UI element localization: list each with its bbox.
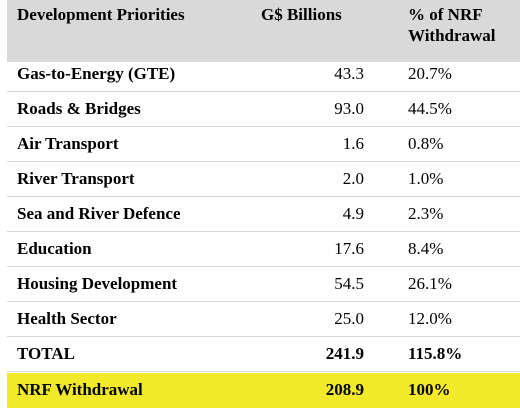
row-pct: 44.5% [408,99,452,118]
row-value: 17.6 [334,239,364,258]
table-header: Development Priorities G$ Billions % of … [7,0,520,62]
priorities-table: Development Priorities G$ Billions % of … [7,0,520,410]
row-label: Roads & Bridges [17,99,141,118]
table-row: Air Transport 1.6 0.8% [7,127,520,162]
nrf-withdrawal-row: NRF Withdrawal 208.9 100% [7,373,520,408]
nrf-withdrawal-label: NRF Withdrawal [17,380,143,399]
row-label: Health Sector [17,309,117,328]
nrf-withdrawal-pct: 100% [408,380,451,399]
row-value: 25.0 [334,309,364,328]
header-development-priorities: Development Priorities [17,5,185,24]
table-row: Housing Development 54.5 26.1% [7,267,520,302]
row-pct: 0.8% [408,134,444,153]
row-pct: 12.0% [408,309,452,328]
table-row: Education 17.6 8.4% [7,232,520,267]
row-pct: 20.7% [408,64,452,83]
row-label: Education [17,239,92,258]
row-label: Housing Development [17,274,178,293]
total-row: TOTAL 241.9 115.8% [7,337,520,372]
total-label: TOTAL [17,344,75,363]
total-value: 241.9 [325,344,364,363]
row-value: 2.0 [342,169,364,188]
row-value: 54.5 [334,274,364,293]
table-row: Health Sector 25.0 12.0% [7,302,520,337]
row-pct: 2.3% [408,204,444,223]
row-label: Air Transport [17,134,119,153]
row-pct: 1.0% [408,169,444,188]
row-label: Sea and River Defence [17,204,181,223]
row-value: 1.6 [342,134,364,153]
row-value: 43.3 [334,64,364,83]
table-row: River Transport 2.0 1.0% [7,162,520,197]
row-pct: 8.4% [408,239,444,258]
row-pct: 26.1% [408,274,452,293]
row-label: Gas-to-Energy (GTE) [17,64,176,83]
row-label: River Transport [17,169,135,188]
total-pct: 115.8% [408,344,463,363]
header-pct-nrf-withdrawal: % of NRF Withdrawal [408,5,496,45]
table-row: Roads & Bridges 93.0 44.5% [7,92,520,127]
nrf-withdrawal-value: 208.9 [325,380,364,399]
header-gs-billions: G$ Billions [261,5,342,24]
table-row: Sea and River Defence 4.9 2.3% [7,197,520,232]
table-row: Gas-to-Energy (GTE) 43.3 20.7% [7,57,520,92]
row-value: 93.0 [334,99,364,118]
row-value: 4.9 [342,204,364,223]
